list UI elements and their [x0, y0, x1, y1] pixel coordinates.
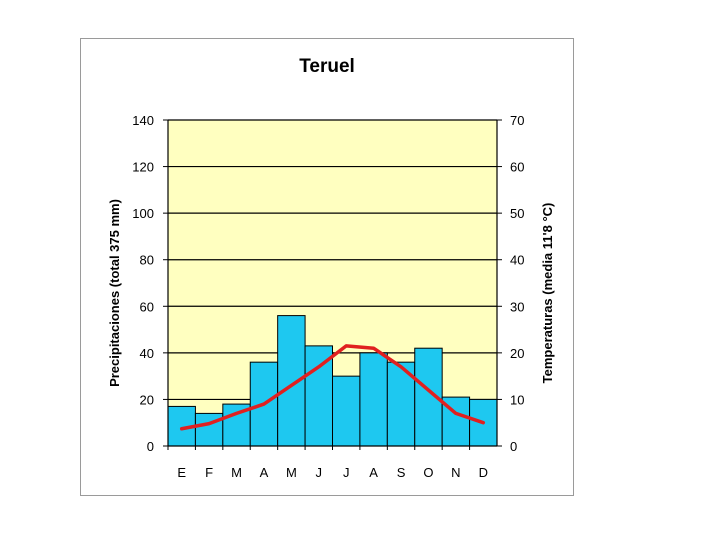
x-tick-label: D — [479, 465, 488, 480]
x-tick-label: S — [397, 465, 406, 480]
x-tick-label: O — [423, 465, 433, 480]
y-axis-right-label: Temperaturas (media 11'8 °C) — [540, 203, 555, 384]
precipitation-bar — [304, 345, 334, 447]
y-tick-label-right: 0 — [510, 439, 517, 454]
x-tick-label: E — [177, 465, 186, 480]
y-tick-label-left: 80 — [140, 253, 154, 268]
y-axis-left-label: Precipitaciones (total 375 mm) — [107, 199, 122, 387]
y-tick-label-right: 10 — [510, 392, 524, 407]
x-tick-label: F — [205, 465, 213, 480]
y-tick-label-right: 70 — [510, 113, 524, 128]
temperature-line — [179, 344, 486, 431]
x-tick-label: J — [316, 465, 323, 480]
y-tick-label-right: 30 — [510, 299, 524, 314]
y-tick-label-right: 60 — [510, 160, 524, 175]
y-tick-label-left: 120 — [132, 160, 154, 175]
y-tick-label-right: 50 — [510, 206, 524, 221]
precipitation-bar — [277, 315, 306, 447]
x-tick-label: A — [260, 465, 269, 480]
x-tick-label: M — [231, 465, 242, 480]
chart-title: Teruel — [299, 56, 355, 77]
x-tick-label: A — [369, 465, 378, 480]
y-tick-label-right: 40 — [510, 253, 524, 268]
y-tick-label-left: 140 — [132, 113, 154, 128]
x-tick-label: N — [451, 465, 460, 480]
y-tick-label-left: 100 — [132, 206, 154, 221]
precipitation-bar — [359, 352, 388, 447]
tick-labels: 0 20 40 60 80 100 120 140 0 10 20 30 40 50 60 70 E F M A M J J… — [132, 113, 524, 480]
y-tick-label-left: 60 — [140, 299, 154, 314]
x-tick-label: J — [343, 465, 350, 480]
x-tick-label: M — [286, 465, 297, 480]
y-tick-label-right: 20 — [510, 346, 524, 361]
precipitation-bar — [332, 375, 361, 447]
gridlines — [168, 119, 497, 401]
axes — [163, 119, 502, 450]
y-tick-label-left: 20 — [140, 392, 154, 407]
y-tick-label-left: 40 — [140, 346, 154, 361]
y-tick-label-left: 0 — [147, 439, 154, 454]
